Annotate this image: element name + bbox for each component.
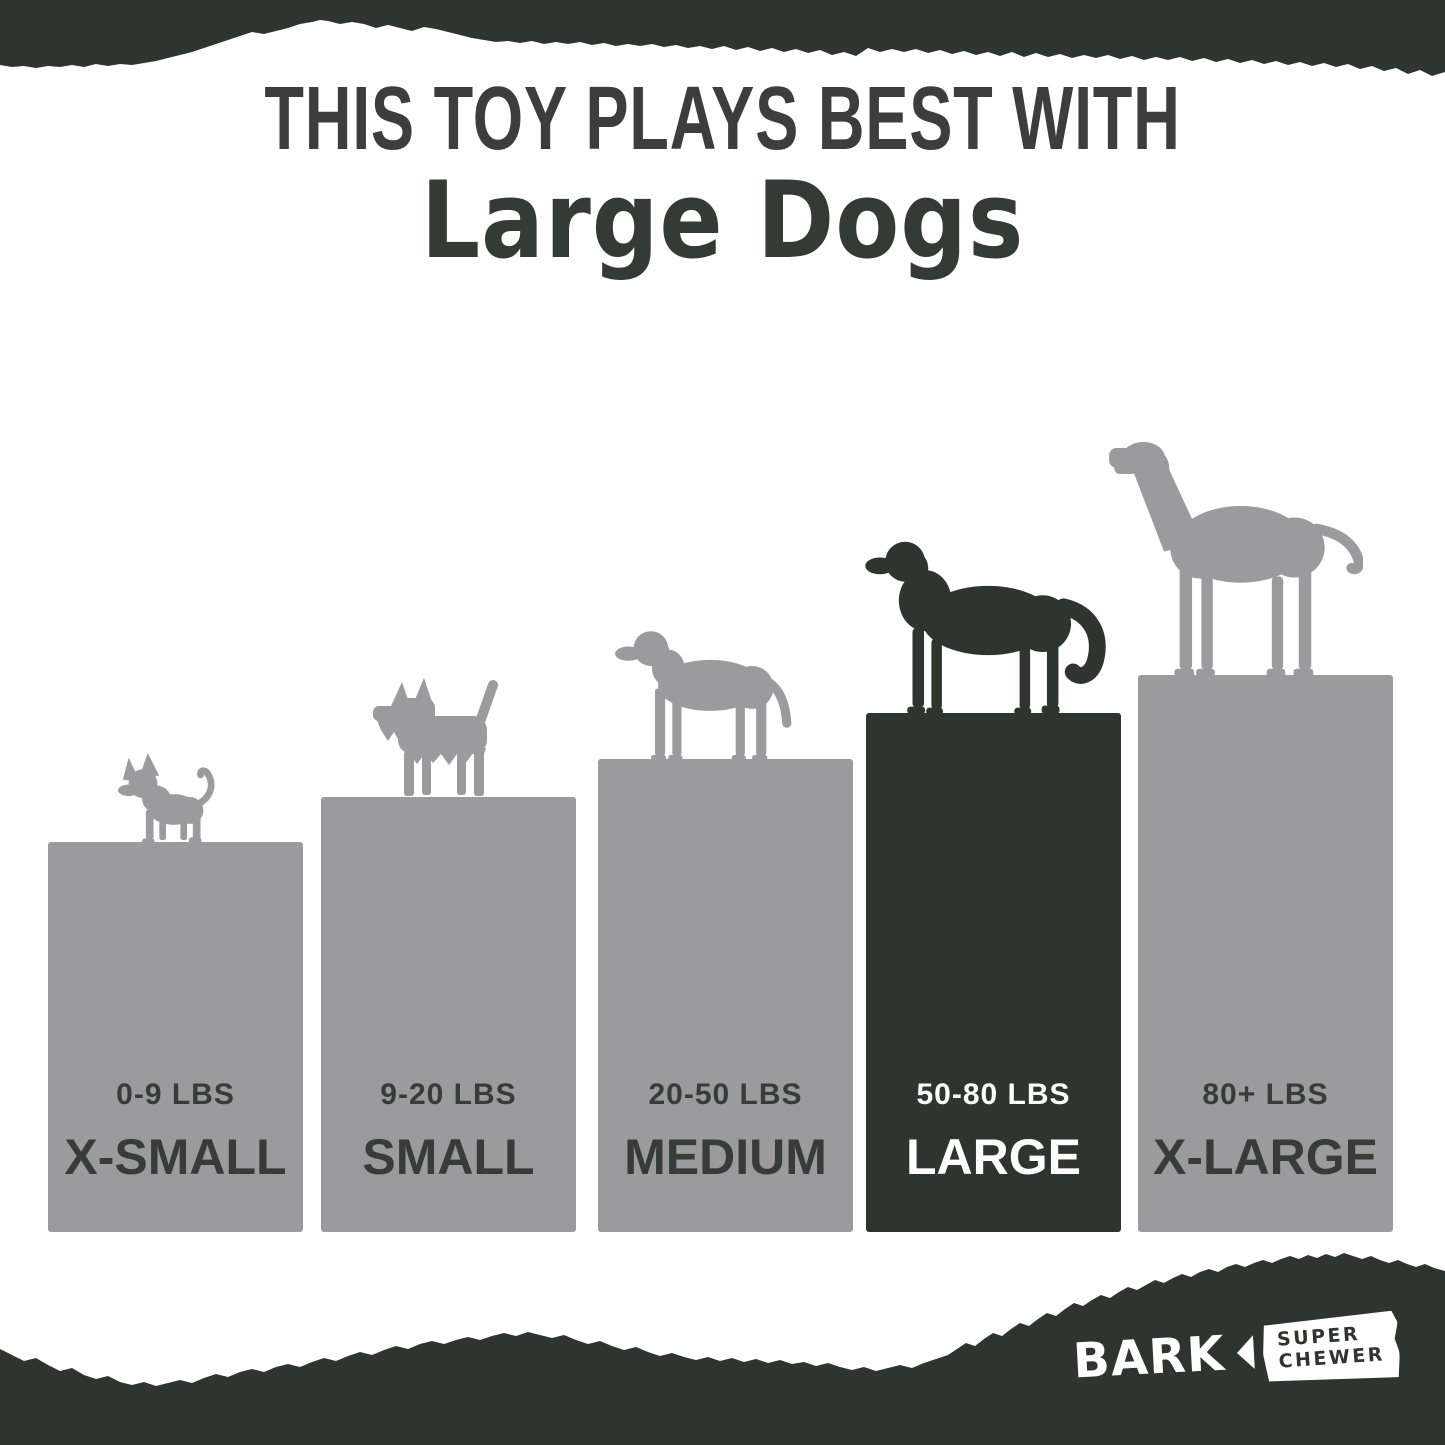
size-name: X-LARGE	[1153, 1129, 1378, 1185]
size-name: LARGE	[906, 1129, 1081, 1185]
bark-wordmark: BARK	[1071, 1326, 1227, 1391]
bar-label: 50-80 LBS LARGE	[866, 1078, 1121, 1186]
weight-range: 20-50 LBS	[648, 1078, 803, 1111]
weight-range: 80+ LBS	[1202, 1078, 1329, 1111]
weight-range: 9-20 LBS	[380, 1078, 517, 1111]
golden-retriever-silhouette-icon	[865, 541, 1106, 715]
bar-label: 80+ LBS X-LARGE	[1138, 1078, 1393, 1186]
super-chewer-line2: CHEWER	[1277, 1343, 1386, 1373]
size-bar-small: 9-20 LBS SMALL	[321, 678, 576, 1232]
headline-line2: Large Dogs	[420, 159, 1025, 282]
bar-label: 9-20 LBS SMALL	[321, 1078, 576, 1186]
terrier-silhouette-icon	[373, 678, 498, 796]
headline-line1: THIS TOY PLAYS BEST WITH	[264, 69, 1181, 169]
weight-range: 50-80 LBS	[916, 1078, 1071, 1111]
bar-label: 0-9 LBS X-SMALL	[48, 1078, 303, 1186]
bar-label: 20-50 LBS MEDIUM	[598, 1078, 853, 1186]
size-bar-large-highlighted: 50-80 LBS LARGE	[865, 541, 1121, 1232]
labrador-silhouette-icon	[615, 631, 792, 761]
super-chewer-badge: SUPER CHEWER	[1260, 1311, 1401, 1387]
size-name: X-SMALL	[64, 1129, 287, 1185]
chihuahua-silhouette-icon	[118, 752, 215, 844]
size-name: MEDIUM	[624, 1129, 827, 1185]
weight-range: 0-9 LBS	[116, 1078, 235, 1111]
size-bar-x-large: 80+ LBS X-LARGE	[1109, 441, 1393, 1232]
size-bar-x-small: 0-9 LBS X-SMALL	[48, 752, 303, 1232]
brand-logo: BARK SUPER CHEWER	[1071, 1312, 1400, 1396]
great-dane-silhouette-icon	[1109, 441, 1363, 677]
size-bar-medium: 20-50 LBS MEDIUM	[598, 631, 853, 1232]
bark-chevron-icon	[1236, 1335, 1255, 1370]
size-name: SMALL	[362, 1129, 535, 1185]
